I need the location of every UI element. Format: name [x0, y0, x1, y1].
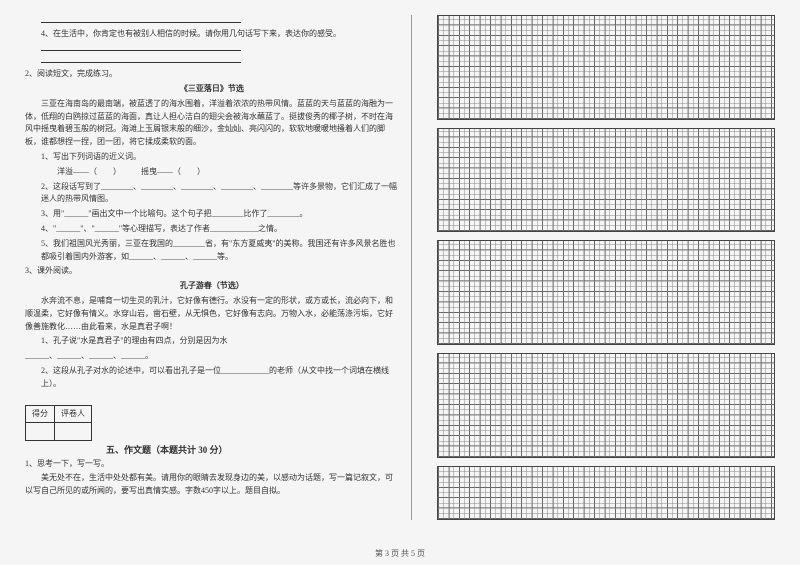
score-cell-blank — [26, 423, 55, 441]
writing-grid-1 — [437, 15, 775, 120]
essay-body: 美无处不在，生活中处处都有美。请用你的眼睛去发现身边的美，以感动为话题，写一篇记… — [25, 472, 399, 498]
blank-line — [41, 55, 241, 63]
essay-q1: 1、思考一下，写一写。 — [25, 458, 399, 471]
p2-q1-blank: ______、______、______、______。 — [25, 350, 399, 363]
p2-q2: 2、这段从孔子对水的论述中，可以看出孔子是一位____________的老师（从… — [25, 365, 399, 391]
grader-cell-blank — [55, 423, 92, 441]
writing-grid-2 — [437, 128, 775, 233]
section5-title: 五、作文题（本题共计 30 分） — [25, 443, 399, 457]
page-footer: 第 3 页 共 5 页 — [0, 548, 800, 559]
writing-grid-4 — [437, 353, 775, 458]
score-table: 得分 评卷人 — [25, 405, 92, 442]
p1-q4: 4、"______"、"______"等心理描写，表达了作者__________… — [25, 223, 399, 236]
p1-q5: 5、我们祖国风光秀丽，三亚在我国的________省，有"东方夏威夷"的美称。我… — [25, 238, 399, 264]
p1-q1: 1、写出下列词语的近义词。 — [25, 151, 399, 164]
writing-grid-3 — [437, 240, 775, 345]
grader-cell-label: 评卷人 — [55, 405, 92, 423]
passage2-body: 水奔流不息，是哺育一切生灵的乳汁，它好像有德行。水没有一定的形状，或方或长，流必… — [25, 295, 399, 333]
q2-heading: 2、阅读短文，完成练习。 — [25, 68, 399, 81]
p1-q3: 3、用"______"画出文中一个比喻句。这个句子把________比作了___… — [25, 208, 399, 221]
p1-q1-sub: 洋溢——（ ） 摇曳——（ ） — [25, 166, 399, 179]
blank-line — [41, 43, 241, 51]
p1-q2: 2、这段话写到了________、________、________、_____… — [25, 181, 399, 207]
writing-grid-5 — [437, 466, 775, 520]
left-column: 4、在生活中，你肯定也有被别人相信的时候。请你用几句话写下来，表达你的感受。 2… — [25, 15, 412, 520]
passage1-body: 三亚在海南岛的最南端，被蓝透了的海水围着，洋溢着浓浓的热带风情。蓝蓝的天与蓝蓝的… — [25, 98, 399, 149]
score-cell-label: 得分 — [26, 405, 55, 423]
blank-line — [41, 15, 241, 23]
passage1-title: 《三亚落日》节选 — [25, 83, 399, 96]
p2-q1: 1、孔子说"水是真君子"的理由有四点，分别是因为水 — [25, 335, 399, 348]
q4: 4、在生活中，你肯定也有被别人相信的时候。请你用几句话写下来，表达你的感受。 — [25, 28, 399, 41]
q3-heading: 3、课外阅读。 — [25, 265, 399, 278]
right-column — [437, 15, 775, 520]
passage2-title: 孔子游春（节选） — [25, 280, 399, 293]
